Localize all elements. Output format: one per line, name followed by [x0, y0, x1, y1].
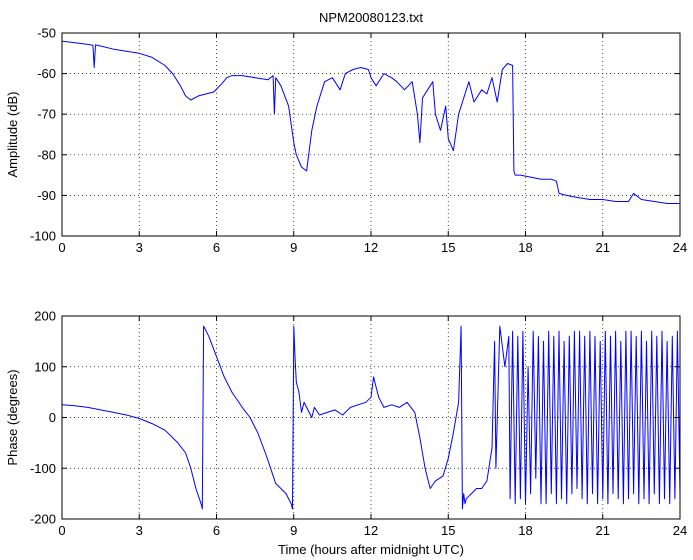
phase-x-tick-label: 3: [136, 523, 143, 538]
amplitude-y-tick-label: -60: [37, 66, 56, 81]
phase-y-tick-label: 100: [34, 359, 56, 374]
phase-x-tick-label: 18: [518, 523, 532, 538]
phase-y-tick-label: -100: [30, 461, 56, 476]
amplitude-axes: Amplitude (dB) 0 3 6 9 12 15 18 21 24 -50 -60 -70 -8…: [5, 26, 687, 256]
phase-x-tick-label: 0: [58, 523, 65, 538]
amplitude-y-axis-label: Amplitude (dB): [5, 92, 20, 178]
amplitude-x-tick-label: 0: [58, 240, 65, 255]
phase-y-tick-label: 0: [49, 410, 56, 425]
phase-y-axis-label: Phase (degrees): [5, 369, 20, 465]
amplitude-y-tick-label: -80: [37, 147, 56, 162]
phase-axes: Phase (degrees) Time (hours after midnig…: [5, 309, 687, 558]
amplitude-x-tick-label: 9: [290, 240, 297, 255]
phase-x-tick-label: 12: [364, 523, 378, 538]
phase-x-tick-label: 24: [673, 523, 687, 538]
phase-y-tick-label: -200: [30, 512, 56, 527]
phase-y-tick-label: 200: [34, 309, 56, 324]
amplitude-x-tick-label: 24: [673, 240, 687, 255]
phase-x-tick-label: 21: [596, 523, 610, 538]
x-axis-label: Time (hours after midnight UTC): [278, 542, 464, 557]
amplitude-x-tick-label: 18: [518, 240, 532, 255]
phase-x-tick-label: 9: [290, 523, 297, 538]
phase-x-tick-label: 15: [441, 523, 455, 538]
amplitude-x-tick-label: 15: [441, 240, 455, 255]
amplitude-y-tick-label: -100: [30, 229, 56, 244]
amplitude-y-tick-label: -50: [37, 26, 56, 41]
amplitude-x-tick-label: 12: [364, 240, 378, 255]
chart-title: NPM20080123.txt: [319, 10, 423, 25]
amplitude-series-line: [61, 40, 680, 204]
amplitude-y-tick-label: -70: [37, 107, 56, 122]
amplitude-x-tick-label: 21: [596, 240, 610, 255]
amplitude-x-tick-label: 3: [136, 240, 143, 255]
amplitude-x-tick-label: 6: [213, 240, 220, 255]
phase-x-tick-label: 6: [213, 523, 220, 538]
amplitude-y-tick-label: -90: [37, 188, 56, 203]
phase-series-line: [61, 325, 681, 510]
